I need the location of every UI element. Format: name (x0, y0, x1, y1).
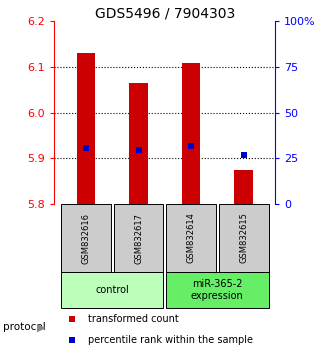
Text: miR-365-2
expression: miR-365-2 expression (191, 279, 244, 301)
Text: GSM832615: GSM832615 (239, 212, 248, 263)
Bar (61, 204, 111, 272)
Bar (77, 53, 95, 204)
Text: protocol: protocol (3, 322, 46, 332)
Bar (182, 63, 200, 204)
Text: GSM832616: GSM832616 (82, 212, 91, 263)
Text: GSM832617: GSM832617 (134, 212, 143, 263)
Bar (219, 204, 268, 272)
Text: transformed count: transformed count (88, 314, 178, 324)
Bar (61, 272, 164, 308)
Text: control: control (95, 285, 129, 295)
Bar (166, 204, 216, 272)
Title: GDS5496 / 7904303: GDS5496 / 7904303 (95, 6, 235, 20)
Text: GSM832614: GSM832614 (187, 212, 196, 263)
Bar (235, 170, 253, 204)
Bar (114, 204, 164, 272)
Bar (166, 272, 268, 308)
Text: ▶: ▶ (37, 322, 45, 332)
Bar (129, 83, 148, 204)
Text: percentile rank within the sample: percentile rank within the sample (88, 335, 252, 345)
